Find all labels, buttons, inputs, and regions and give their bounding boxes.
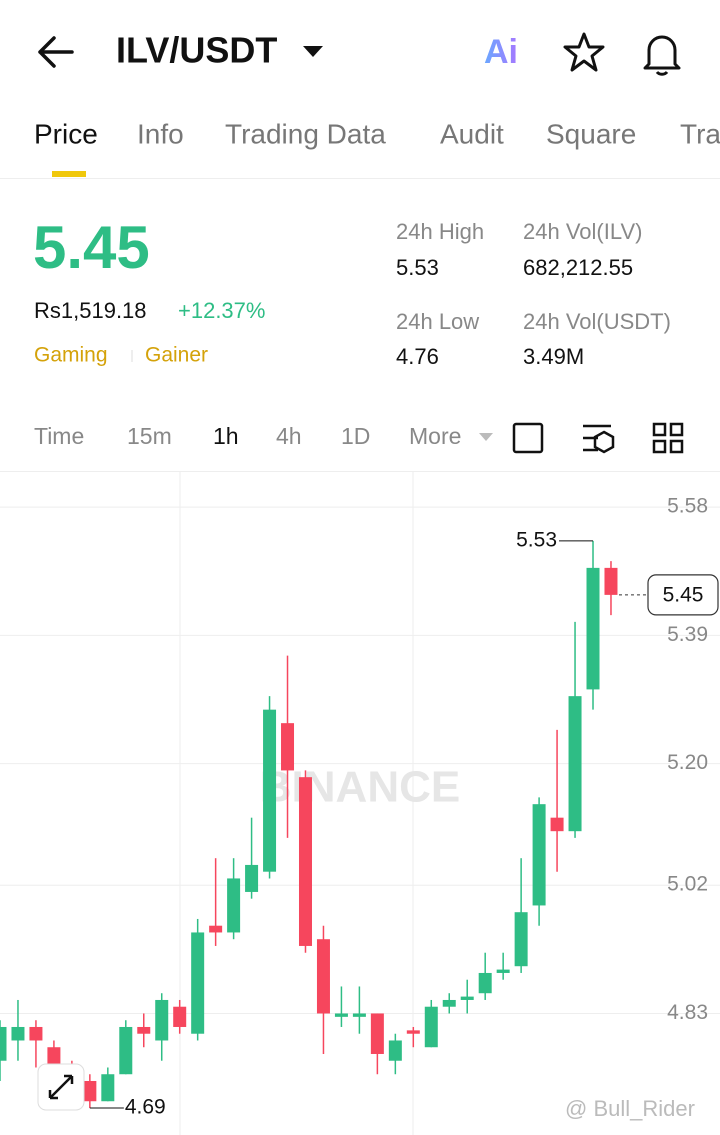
last-price-box — [647, 574, 719, 616]
candle-body — [316, 939, 330, 1014]
candle-body — [424, 1006, 438, 1048]
stat-label: 24h Low — [396, 309, 479, 334]
candle-body — [334, 1013, 348, 1017]
candle-body — [83, 1080, 97, 1102]
stat-label: 24h High — [396, 219, 484, 244]
tab[interactable]: Info — [137, 118, 184, 149]
candle-body — [568, 696, 582, 832]
favorite-button[interactable] — [563, 32, 605, 72]
pair-title[interactable]: ILV/USDT — [116, 30, 277, 71]
candle-body — [191, 932, 205, 1034]
price-change: +12.37% — [178, 298, 265, 323]
back-button[interactable] — [38, 36, 74, 68]
candle-body — [155, 999, 169, 1041]
interval[interactable]: 1D — [341, 423, 370, 449]
stat-label: 24h Vol(USDT) — [523, 309, 671, 334]
tab-indicator — [52, 171, 86, 177]
indicator-icon[interactable] — [583, 424, 615, 454]
fiat-price: Rs1,519.18 — [34, 298, 147, 323]
stat-value: 5.53 — [396, 255, 439, 280]
stat-value: 4.76 — [396, 344, 439, 369]
high-label: 5.53 — [516, 528, 557, 551]
tab[interactable]: Audit — [440, 118, 504, 149]
candle-body — [370, 1013, 384, 1054]
candle-body — [263, 709, 277, 872]
tag[interactable]: Gainer — [145, 344, 208, 367]
candle-body — [478, 972, 492, 994]
layout-icon[interactable] — [652, 422, 684, 454]
candle-body — [514, 912, 528, 967]
candle-body — [11, 1026, 25, 1041]
candle-body — [227, 878, 241, 933]
ai-button[interactable]: Ai — [484, 33, 518, 71]
interval[interactable]: More — [409, 423, 461, 449]
watermark: BINANCE — [260, 763, 460, 812]
interval[interactable]: 4h — [276, 423, 302, 449]
tab[interactable]: Trading Data — [225, 118, 386, 149]
candle-body — [532, 804, 546, 906]
interval[interactable]: Time — [34, 423, 84, 449]
candle-body — [406, 1030, 420, 1034]
y-tick-label: 5.58 — [667, 495, 708, 518]
candle-body — [550, 817, 564, 832]
more-caret — [479, 433, 493, 441]
candle-body — [298, 777, 312, 946]
low-label: 4.69 — [125, 1096, 166, 1119]
candle-body — [137, 1026, 151, 1034]
notification-button[interactable] — [643, 35, 681, 76]
last-price: 5.45 — [33, 214, 150, 281]
candlestick-chart: BINANCE 5.58 5.39 5.20 5.02 4.83 5.53 4.69 5.45 — [0, 472, 720, 1135]
candle-body — [442, 999, 456, 1007]
stat-value: 3.49M — [523, 344, 584, 369]
stat-value: 682,212.55 — [523, 255, 633, 280]
candle-body — [209, 925, 223, 933]
y-tick-label: 5.39 — [667, 623, 708, 646]
candle-body — [496, 969, 510, 973]
watermark: @ Bull_Rider — [565, 1096, 695, 1121]
candle-body — [460, 996, 474, 1000]
fullscreen-icon[interactable] — [512, 422, 544, 454]
tab[interactable]: Square — [546, 118, 636, 149]
candle-body — [119, 1026, 133, 1075]
interval[interactable]: 1h — [213, 423, 239, 449]
tab[interactable]: Price — [34, 118, 98, 149]
interval[interactable]: 15m — [127, 423, 172, 449]
candle-body — [352, 1013, 366, 1017]
candle-body — [281, 723, 295, 771]
pair-dropdown[interactable] — [303, 46, 323, 57]
candle-body — [101, 1074, 115, 1102]
tab[interactable]: Tra — [680, 118, 720, 149]
tag[interactable]: Gaming — [34, 344, 108, 367]
candle-body — [388, 1040, 402, 1061]
expand-icon — [48, 1074, 74, 1100]
candle-body — [29, 1026, 43, 1041]
candle-body — [173, 1006, 187, 1027]
candle-body — [0, 1026, 7, 1061]
candle-body — [586, 567, 600, 690]
stat-label: 24h Vol(ILV) — [523, 219, 642, 244]
y-tick-label: 5.02 — [667, 873, 708, 896]
last-price-label: 5.45 — [663, 583, 704, 606]
y-tick-label: 5.20 — [667, 751, 708, 774]
y-tick-label: 4.83 — [667, 1001, 708, 1024]
chart-tools — [512, 422, 684, 454]
candle-body — [604, 567, 618, 595]
candle-body — [245, 864, 259, 892]
